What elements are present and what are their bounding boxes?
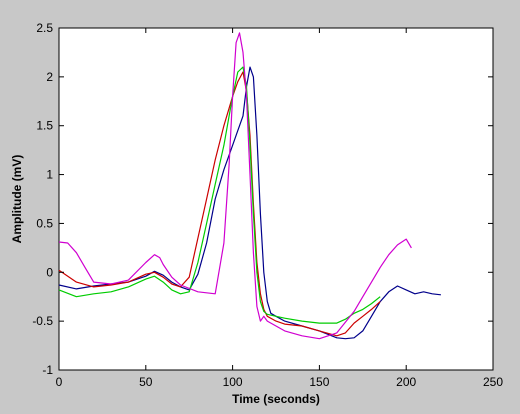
- x-tick-label: 200: [396, 375, 416, 389]
- axis-ticks: 0 50 100 150 200 250 -1 -0.5 0 0.5 1 1.5 2 2.5: [32, 21, 503, 389]
- y-tick-label: -1: [42, 363, 53, 377]
- y-tick-label: 1: [46, 168, 53, 182]
- x-tick-label: 50: [139, 375, 153, 389]
- y-axis-title: Amplitude (mV): [10, 155, 24, 244]
- y-tick-label: -0.5: [32, 314, 53, 328]
- plot-area: [58, 27, 494, 371]
- y-tick-label: 1.5: [36, 119, 53, 133]
- series-line-4: [58, 32, 412, 340]
- series-line-2: [58, 71, 381, 337]
- series-layer: [58, 32, 441, 340]
- series-line-3: [58, 66, 381, 324]
- y-tick-label: 0: [46, 265, 53, 279]
- y-tick-label: 2.5: [36, 21, 53, 35]
- x-tick-label: 100: [223, 375, 243, 389]
- y-tick-label: 2: [46, 70, 53, 84]
- x-tick-label: 0: [56, 375, 63, 389]
- y-tick-label: 0.5: [36, 216, 53, 230]
- x-tick-label: 150: [309, 375, 329, 389]
- x-axis-title: Time (seconds): [232, 392, 320, 406]
- x-tick-label: 250: [483, 375, 503, 389]
